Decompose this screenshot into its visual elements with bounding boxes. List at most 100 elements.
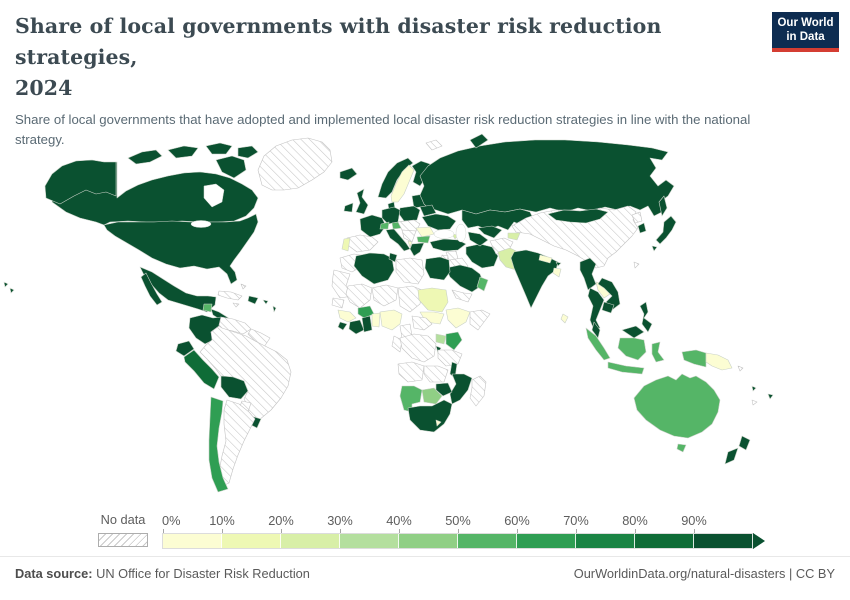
country-japan-south[interactable]	[651, 245, 658, 252]
country-portugal[interactable]	[341, 237, 351, 252]
country-hawaii[interactable]	[3, 281, 9, 288]
country-indonesia-java[interactable]	[607, 361, 645, 375]
country-russia-sakhalin[interactable]	[658, 195, 668, 217]
country-indonesia-sumatra[interactable]	[585, 327, 611, 361]
legend-bin-10-20%[interactable]	[222, 534, 281, 548]
country-czech-hungary[interactable]	[397, 219, 421, 232]
country-nigeria[interactable]	[379, 309, 403, 331]
country-romania[interactable]	[415, 226, 435, 238]
country-vanuatu[interactable]	[751, 385, 757, 392]
country-bulgaria[interactable]	[416, 235, 431, 244]
country-niger[interactable]	[371, 284, 399, 307]
country-uganda[interactable]	[435, 333, 447, 345]
country-spain[interactable]	[346, 234, 379, 253]
country-turkmenistan[interactable]	[467, 231, 489, 247]
country-burkina-faso[interactable]	[357, 305, 375, 319]
country-new-zealand-north[interactable]	[738, 435, 751, 451]
country-india[interactable]	[510, 249, 559, 309]
country-iceland[interactable]	[339, 167, 358, 181]
country-senegal[interactable]	[331, 297, 345, 309]
country-canada-arctic[interactable]	[167, 145, 199, 159]
footer-attribution-link[interactable]: OurWorldinData.org/natural-disasters | C…	[573, 566, 835, 581]
country-south-africa[interactable]	[407, 399, 453, 433]
country-malaysia[interactable]	[591, 321, 601, 339]
country-chad[interactable]	[397, 285, 423, 313]
country-indonesia-sulawesi[interactable]	[651, 341, 665, 363]
country-sierra-leone[interactable]	[337, 321, 348, 331]
country-yemen[interactable]	[451, 289, 473, 303]
country-balkans-west[interactable]	[401, 229, 417, 243]
country-canada-arctic[interactable]	[237, 145, 259, 159]
country-myanmar[interactable]	[579, 257, 597, 291]
country-sudan[interactable]	[417, 287, 449, 313]
country-iran[interactable]	[465, 243, 499, 269]
country-malaysia-borneo[interactable]	[621, 325, 645, 339]
country-albania[interactable]	[407, 240, 413, 248]
country-poland[interactable]	[398, 205, 421, 222]
no-data-hatch-swatch[interactable]	[98, 533, 148, 547]
country-norway[interactable]	[377, 157, 414, 199]
legend-bin-70-80%[interactable]	[576, 534, 635, 548]
legend-bin-40-50%[interactable]	[399, 534, 458, 548]
country-france[interactable]	[359, 214, 387, 238]
country-ireland[interactable]	[343, 202, 354, 213]
legend-bin-80-90%[interactable]	[635, 534, 694, 548]
country-drc[interactable]	[399, 333, 437, 363]
country-bhutan[interactable]	[555, 261, 562, 267]
country-australia[interactable]	[633, 373, 721, 439]
country-uzbekistan[interactable]	[477, 225, 503, 239]
country-mongolia[interactable]	[547, 208, 609, 224]
country-puerto-rico[interactable]	[262, 299, 269, 305]
country-new-caledonia[interactable]	[751, 399, 758, 406]
country-indonesia-kalimantan[interactable]	[617, 337, 647, 361]
country-new-zealand-south[interactable]	[724, 447, 739, 465]
country-fiji[interactable]	[767, 393, 774, 400]
country-guatemala[interactable]	[202, 303, 213, 313]
country-ecuador[interactable]	[175, 340, 195, 357]
country-canada-baffin[interactable]	[215, 155, 247, 179]
country-uk[interactable]	[355, 188, 369, 215]
legend-bin-90-100%[interactable]	[694, 534, 753, 548]
country-nepal[interactable]	[538, 254, 553, 264]
country-sweden[interactable]	[390, 164, 415, 203]
country-taiwan[interactable]	[633, 261, 640, 269]
country-china[interactable]	[511, 205, 639, 269]
country-argentina[interactable]	[218, 399, 256, 487]
country-switzerland[interactable]	[379, 221, 390, 230]
country-botswana[interactable]	[421, 387, 443, 405]
country-ghana[interactable]	[361, 315, 373, 333]
country-benin-togo[interactable]	[371, 312, 381, 328]
country-papua-new-guinea[interactable]	[705, 352, 733, 371]
country-philippines[interactable]	[639, 301, 653, 333]
country-turkey[interactable]	[429, 238, 467, 252]
country-guinea[interactable]	[337, 309, 357, 323]
legend-bin-50-60%[interactable]	[458, 534, 517, 548]
legend-bin-30-40%[interactable]	[340, 534, 399, 548]
country-cuba[interactable]	[217, 290, 243, 301]
country-algeria[interactable]	[353, 252, 395, 285]
country-congo-gabon[interactable]	[391, 335, 403, 353]
country-central-african-republic[interactable]	[411, 315, 433, 331]
country-thailand[interactable]	[587, 287, 605, 331]
country-tunisia[interactable]	[388, 252, 398, 263]
country-peru[interactable]	[183, 349, 220, 390]
country-oman[interactable]	[476, 276, 489, 292]
country-svalbard[interactable]	[425, 139, 443, 151]
country-kenya[interactable]	[445, 331, 463, 351]
country-tajikistan[interactable]	[507, 232, 521, 241]
country-russia[interactable]	[419, 139, 675, 217]
legend-no-data[interactable]: No data	[98, 512, 148, 547]
country-north-korea[interactable]	[631, 211, 643, 224]
country-solomon-islands[interactable]	[737, 365, 744, 372]
country-mexico-baja[interactable]	[140, 272, 163, 306]
country-mali[interactable]	[345, 283, 373, 309]
country-usa[interactable]	[103, 213, 259, 285]
country-usa-alaska[interactable]	[44, 159, 117, 205]
country-namibia[interactable]	[399, 385, 423, 413]
country-zambia[interactable]	[423, 365, 449, 383]
legend-bin-60-70%[interactable]	[517, 534, 576, 548]
country-germany[interactable]	[381, 206, 401, 225]
country-greenland[interactable]	[257, 137, 333, 191]
country-lesotho[interactable]	[435, 419, 442, 427]
country-japan[interactable]	[655, 215, 677, 245]
